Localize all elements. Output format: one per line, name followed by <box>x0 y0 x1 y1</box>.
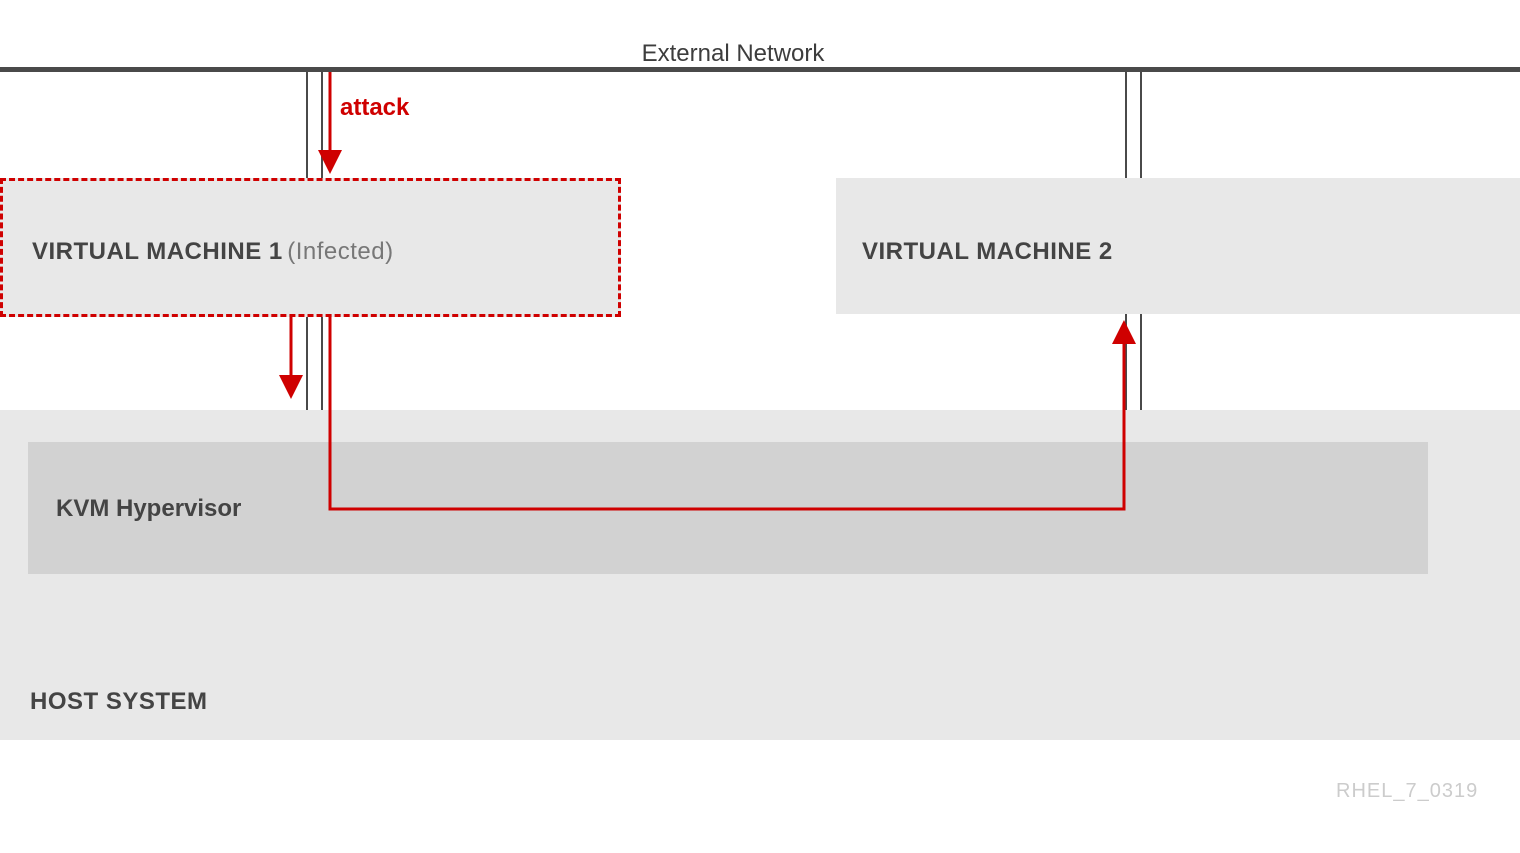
attack-label: attack <box>340 94 409 122</box>
vm1-suffix: (Infected) <box>287 238 393 265</box>
diagram-stage: External Network attack VIRTUAL MAC <box>0 0 1520 853</box>
footer-id: RHEL_7_0319 <box>1336 780 1478 803</box>
host-system-label: HOST SYSTEM <box>30 688 208 716</box>
attack-arrows <box>0 0 1520 853</box>
vm1-label: VIRTUAL MACHINE 1 (Infected) <box>32 238 394 266</box>
vm1-title: VIRTUAL MACHINE 1 <box>32 238 283 265</box>
vm2-title: VIRTUAL MACHINE 2 <box>862 238 1113 266</box>
hypervisor-label: KVM Hypervisor <box>56 495 241 523</box>
